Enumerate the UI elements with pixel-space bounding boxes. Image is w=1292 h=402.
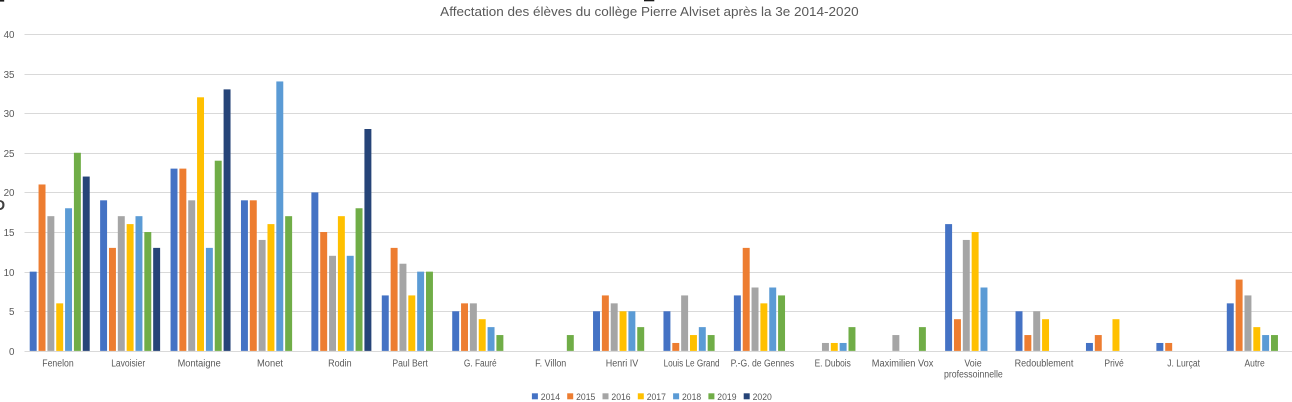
svg-text:2018: 2018 (682, 392, 701, 402)
svg-text:Affectation des élèves du coll: Affectation des élèves du collège Pierre… (440, 4, 858, 19)
svg-text:Privé: Privé (1104, 359, 1124, 370)
svg-text:Monet: Monet (257, 359, 283, 370)
svg-text:G. Fauré: G. Fauré (464, 359, 497, 370)
svg-text:30: 30 (4, 109, 15, 120)
svg-text:Louis Le Grand: Louis Le Grand (664, 359, 720, 370)
svg-text:2020: 2020 (753, 392, 772, 402)
svg-text:0: 0 (9, 347, 15, 358)
svg-text:2015: 2015 (576, 392, 595, 402)
svg-text:2019: 2019 (717, 392, 736, 402)
svg-text:Redoublement: Redoublement (1015, 359, 1074, 370)
svg-text:Voie: Voie (964, 359, 982, 370)
svg-text:Fenelon: Fenelon (42, 359, 73, 370)
svg-text:Paul Bert: Paul Bert (392, 359, 428, 370)
svg-text:Autre: Autre (1244, 359, 1265, 370)
svg-text:D: D (0, 198, 5, 214)
svg-text:15: 15 (4, 228, 15, 239)
svg-text:25: 25 (4, 149, 15, 160)
svg-text:35: 35 (4, 70, 15, 81)
svg-text:J. Lurçat: J. Lurçat (1167, 359, 1200, 370)
svg-text:40: 40 (4, 30, 15, 41)
svg-text:F. Villon: F. Villon (535, 359, 566, 370)
svg-text:Montaigne: Montaigne (178, 359, 222, 370)
svg-text:2017: 2017 (647, 392, 666, 402)
svg-text:10: 10 (4, 268, 15, 279)
svg-text:2016: 2016 (611, 392, 630, 402)
svg-text:Rodin: Rodin (328, 359, 352, 370)
svg-text:E. Dubois: E. Dubois (815, 359, 851, 370)
svg-text:5: 5 (9, 307, 15, 318)
svg-text:Lavoisier: Lavoisier (111, 359, 146, 370)
svg-text:Maximilien Vox: Maximilien Vox (872, 359, 934, 370)
svg-text:professoinnelle: professoinnelle (944, 369, 1003, 380)
svg-text:P.-G. de Gennes: P.-G. de Gennes (731, 359, 795, 370)
svg-text:2014: 2014 (541, 392, 560, 402)
svg-text:20: 20 (4, 188, 15, 199)
svg-text:Henri IV: Henri IV (606, 359, 639, 370)
